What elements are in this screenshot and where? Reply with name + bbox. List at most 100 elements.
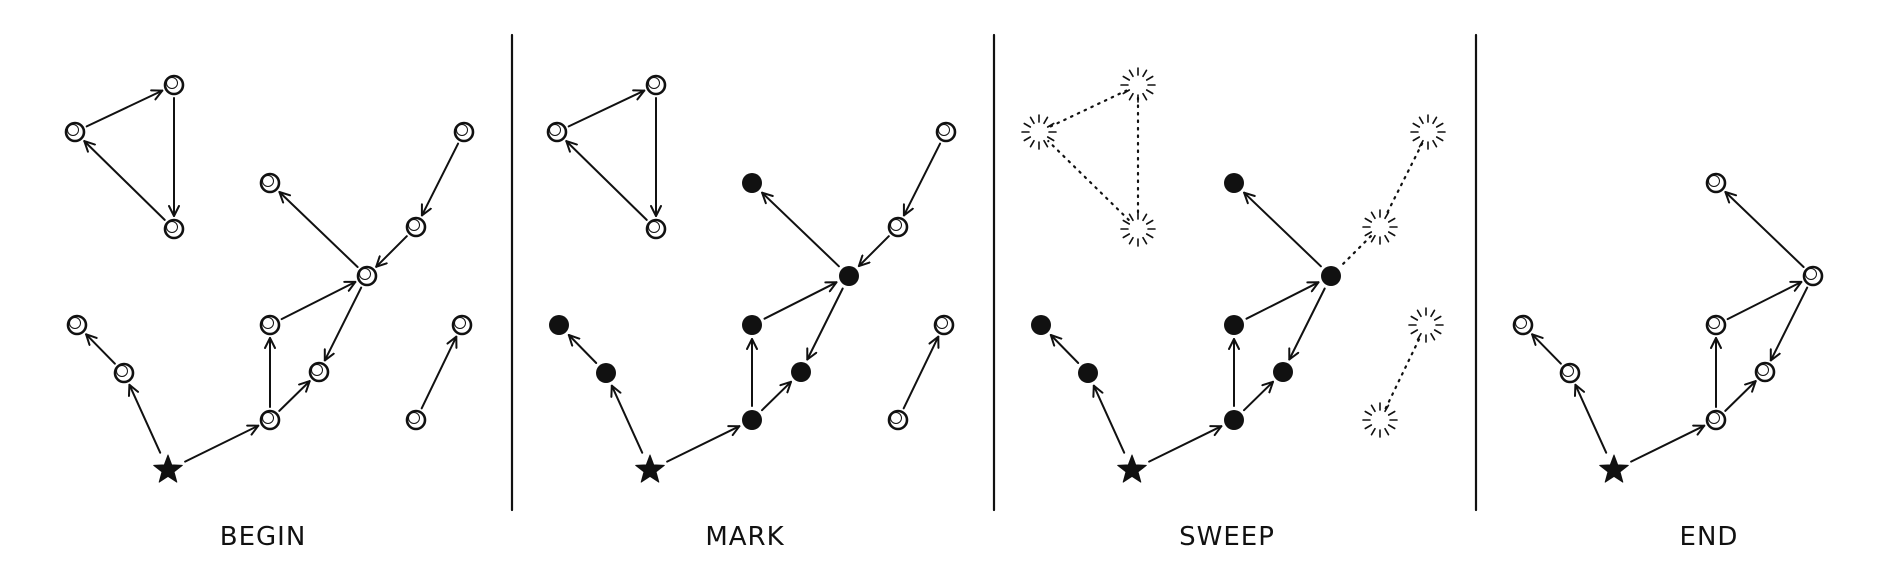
swept-node-pair-bottom	[1362, 402, 1398, 438]
edge-tri-left-to-tri-top	[85, 89, 164, 128]
edge-star-root-to-hub-bottom	[1148, 425, 1223, 463]
node-pair-top	[451, 314, 473, 336]
node-tri-top	[163, 74, 185, 96]
edge-star-root-to-hub-bottom	[666, 425, 741, 463]
node-mid-lower	[308, 361, 330, 383]
edge-pair-bottom-to-pair-top	[420, 335, 458, 410]
swept-node-tri-bottom	[1120, 211, 1156, 247]
node-hub-bottom	[259, 409, 281, 431]
edge-hub-right-to-mid-lower	[323, 286, 363, 362]
node-pair-top	[933, 314, 955, 336]
root-star-icon	[153, 454, 183, 483]
node-tri-left	[546, 121, 568, 143]
node-left-1	[113, 362, 135, 384]
swept-node-tri-left	[1021, 114, 1057, 150]
swept-node-tri-top	[1120, 67, 1156, 103]
root-star-icon	[1117, 454, 1147, 483]
edge-hub-right-to-top-mid	[278, 191, 359, 268]
marked-node-hub-bottom	[742, 410, 762, 430]
marked-node-left-1	[1078, 363, 1098, 383]
edge-chain-top-to-chain-mid	[420, 142, 460, 217]
edge-hub-right-to-mid-lower	[1288, 287, 1326, 361]
edge-hub-bottom-to-mid-lower	[761, 380, 792, 412]
edge-hub-bottom-to-mid-lower	[1724, 380, 1757, 412]
panel-sweep	[1021, 67, 1446, 483]
panel-divider-2	[992, 33, 996, 512]
edge-mid-upper-to-hub-right	[280, 280, 357, 321]
edge-chain-top-to-chain-mid	[1384, 142, 1424, 217]
node-chain-top	[935, 121, 957, 143]
edge-mid-upper-to-hub-right	[763, 281, 838, 320]
edge-star-root-to-left-1	[1573, 383, 1608, 454]
node-chain-mid	[887, 216, 909, 238]
edge-star-root-to-hub-bottom	[1630, 424, 1706, 463]
edge-left-1-to-left-2	[567, 334, 598, 364]
edge-left-1-to-left-2	[85, 333, 116, 365]
edge-hub-right-to-mid-lower	[806, 287, 844, 361]
edge-tri-bottom-to-tri-left	[83, 140, 166, 221]
node-left-1	[1559, 362, 1581, 384]
panel-mark	[546, 74, 957, 483]
edge-left-1-to-left-2	[1531, 333, 1562, 365]
edge-hub-right-to-mid-lower	[1769, 286, 1809, 362]
edge-chain-mid-to-hub-right	[857, 235, 890, 268]
edge-hub-bottom-to-mid-lower	[278, 380, 311, 412]
marked-node-top-mid	[742, 173, 762, 193]
edge-tri-left-to-tri-top	[1049, 89, 1128, 128]
edge-mid-upper-to-hub-right	[1726, 280, 1803, 321]
edge-hub-right-to-top-mid	[761, 191, 840, 268]
edge-star-root-to-left-1	[1092, 384, 1126, 454]
edge-chain-mid-to-hub-right	[1339, 235, 1372, 268]
panel-label-begin: BEGIN	[219, 522, 307, 552]
panel-label-mark: MARK	[705, 522, 785, 552]
swept-node-chain-top	[1410, 114, 1446, 150]
edge-chain-top-to-chain-mid	[902, 142, 942, 217]
node-chain-mid	[405, 216, 427, 238]
marked-node-left-2	[549, 315, 569, 335]
edge-star-root-to-left-1	[127, 383, 162, 454]
node-top-mid	[1705, 172, 1727, 194]
node-hub-bottom	[1705, 409, 1727, 431]
edge-chain-mid-to-hub-right	[375, 235, 408, 268]
node-tri-left	[64, 121, 86, 143]
node-hub-right	[356, 265, 378, 287]
edge-hub-right-to-top-mid	[1724, 191, 1805, 268]
marked-node-mid-lower	[791, 362, 811, 382]
panel-label-end: END	[1679, 522, 1739, 552]
edge-left-1-to-left-2	[1049, 334, 1080, 364]
node-mid-lower	[1754, 361, 1776, 383]
node-left-2	[66, 314, 88, 336]
panel-divider-1	[510, 33, 514, 512]
marked-node-mid-upper	[1224, 315, 1244, 335]
edge-star-root-to-hub-bottom	[184, 424, 260, 463]
edge-hub-bottom-to-mid-lower	[1243, 380, 1274, 412]
node-pair-bottom	[887, 409, 909, 431]
edge-pair-bottom-to-pair-top	[1384, 335, 1422, 410]
node-left-2	[1512, 314, 1534, 336]
node-tri-top	[645, 74, 667, 96]
edge-hub-right-to-top-mid	[1243, 191, 1322, 268]
node-mid-upper	[259, 314, 281, 336]
panel-end	[1512, 172, 1824, 483]
node-mid-upper	[1705, 314, 1727, 336]
root-star-icon	[1599, 454, 1629, 483]
node-pair-bottom	[405, 409, 427, 431]
root-star-icon	[635, 454, 665, 483]
marked-node-hub-right	[1321, 266, 1341, 286]
node-hub-right	[1802, 265, 1824, 287]
node-top-mid	[259, 172, 281, 194]
swept-node-chain-mid	[1362, 209, 1398, 245]
swept-node-pair-top	[1408, 307, 1444, 343]
node-tri-bottom	[645, 218, 667, 240]
node-chain-top	[453, 121, 475, 143]
marked-node-mid-lower	[1273, 362, 1293, 382]
panel-dividers	[510, 33, 1478, 512]
panel-label-sweep: SWEEP	[1179, 522, 1275, 552]
panels-layer	[64, 67, 1824, 483]
edge-mid-upper-to-hub-right	[1245, 281, 1320, 320]
panel-begin	[64, 74, 475, 483]
node-tri-bottom	[163, 218, 185, 240]
edge-tri-bottom-to-tri-left	[565, 140, 648, 221]
marked-node-hub-bottom	[1224, 410, 1244, 430]
